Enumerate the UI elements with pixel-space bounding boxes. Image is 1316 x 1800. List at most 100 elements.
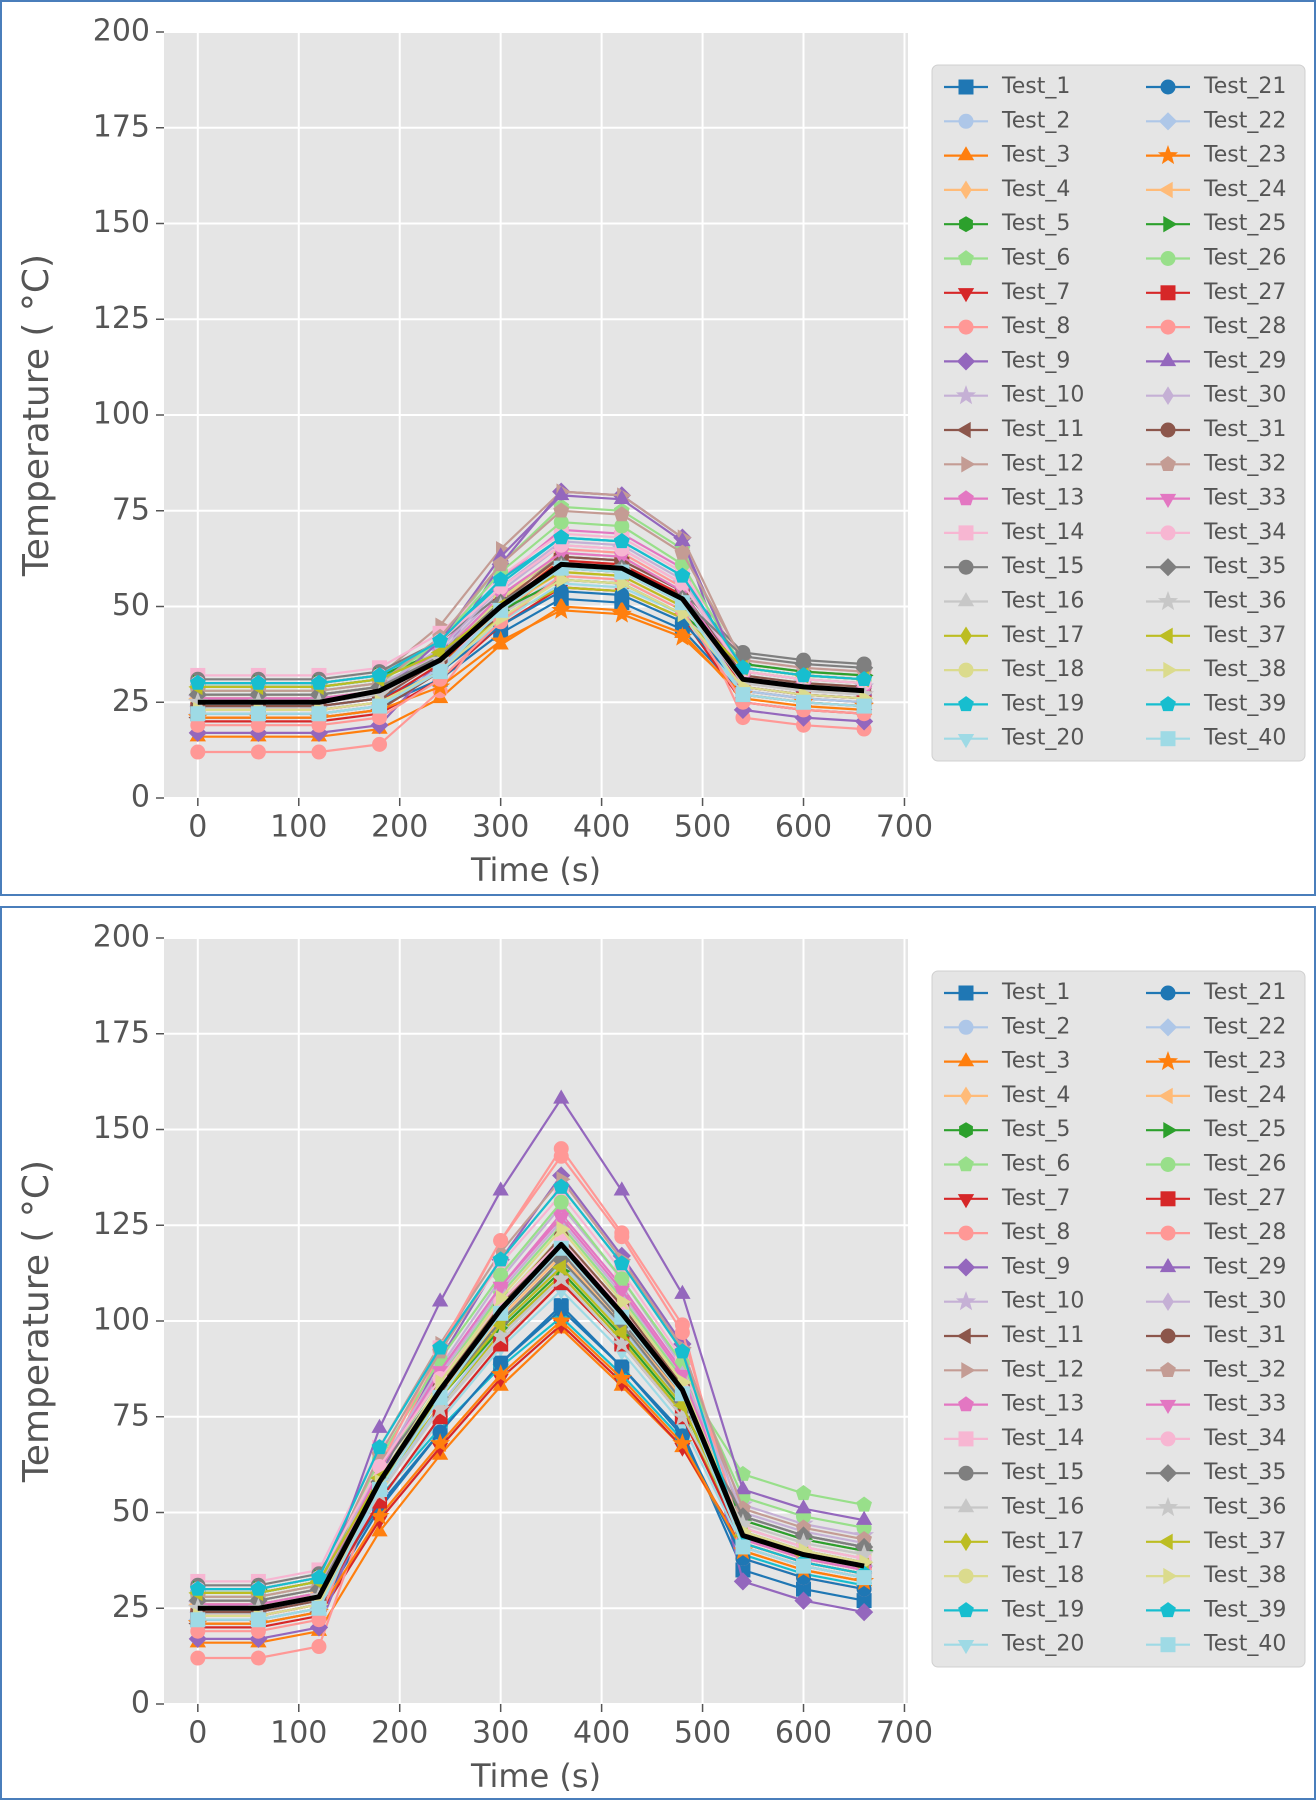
marker — [959, 216, 973, 233]
marker — [189, 1580, 206, 1596]
legend-label: Test_13 — [1001, 486, 1084, 511]
marker — [955, 385, 977, 405]
marker — [250, 674, 267, 690]
marker — [371, 1439, 388, 1455]
marker — [672, 626, 693, 646]
marker — [617, 575, 632, 592]
marker — [492, 1251, 509, 1267]
legend-label: Test_20 — [1001, 1632, 1084, 1657]
marker — [311, 674, 327, 690]
marker — [1160, 985, 1176, 1001]
marker — [553, 1194, 569, 1210]
y-tick-label: 100 — [93, 397, 150, 432]
x-tick-label: 700 — [876, 1716, 933, 1751]
marker — [189, 674, 206, 690]
marker — [1160, 285, 1176, 301]
marker — [1160, 422, 1176, 438]
marker — [431, 1292, 449, 1307]
legend-label: Test_32 — [1203, 451, 1286, 476]
y-tick-label: 175 — [93, 109, 150, 144]
marker — [1163, 216, 1178, 233]
legend-label: Test_40 — [1203, 726, 1286, 751]
series-line — [197, 1241, 865, 1611]
marker — [1160, 1328, 1176, 1344]
x-tick-label: 500 — [674, 1716, 731, 1751]
marker — [961, 1362, 976, 1379]
y-tick-label: 175 — [93, 1015, 150, 1050]
series-line — [197, 555, 865, 708]
legend-label: Test_25 — [1203, 1117, 1286, 1142]
marker — [190, 744, 206, 760]
marker — [1159, 493, 1177, 508]
legend-label: Test_16 — [1001, 1495, 1084, 1520]
legend-label: Test_26 — [1203, 246, 1286, 271]
marker — [1158, 1018, 1178, 1037]
x-tick-label: 100 — [270, 1716, 327, 1751]
marker — [956, 421, 971, 439]
marker — [957, 146, 975, 161]
x-tick-label: 0 — [188, 1716, 207, 1751]
legend-label: Test_2 — [1001, 1014, 1070, 1039]
marker — [677, 606, 692, 623]
marker — [957, 288, 975, 303]
legend-label: Test_7 — [1001, 1186, 1070, 1211]
x-axis-label: Time (s) — [470, 1757, 601, 1795]
marker — [958, 559, 974, 575]
legend-label: Test_23 — [1203, 143, 1286, 168]
legend-label: Test_18 — [1001, 1563, 1084, 1588]
marker — [958, 1156, 974, 1172]
legend-label: Test_23 — [1203, 1049, 1286, 1074]
marker — [1163, 1567, 1178, 1585]
marker — [1163, 661, 1178, 679]
marker — [490, 630, 511, 650]
legend-label: Test_8 — [1001, 314, 1070, 339]
series-line — [197, 536, 865, 685]
marker — [795, 1499, 812, 1514]
legend-label: Test_19 — [1001, 691, 1084, 716]
y-tick-label: 200 — [93, 14, 150, 49]
marker — [551, 1310, 572, 1330]
y-tick-label: 50 — [112, 588, 150, 623]
marker — [250, 744, 266, 760]
legend-label: Test_15 — [1001, 554, 1084, 579]
legend-label: Test_8 — [1001, 1220, 1070, 1245]
series-line — [197, 1258, 865, 1602]
marker — [1160, 79, 1176, 95]
y-tick-label: 125 — [93, 1207, 150, 1242]
legend-label: Test_28 — [1203, 1220, 1286, 1245]
legend-label: Test_12 — [1001, 1357, 1084, 1382]
marker — [613, 1181, 630, 1196]
marker — [613, 533, 630, 549]
marker — [958, 1568, 974, 1584]
legend-label: Test_1 — [1001, 980, 1070, 1005]
marker — [674, 544, 691, 560]
marker — [855, 1510, 873, 1525]
legend-label: Test_6 — [1001, 246, 1070, 271]
legend-label: Test_34 — [1203, 520, 1286, 545]
marker — [1158, 627, 1173, 644]
legend-label: Test_21 — [1203, 980, 1286, 1005]
marker — [611, 1367, 632, 1387]
marker — [1162, 386, 1174, 406]
marker — [957, 1640, 975, 1655]
marker — [613, 1285, 630, 1300]
marker — [1157, 1496, 1179, 1517]
marker — [856, 670, 872, 686]
legend-label: Test_21 — [1203, 74, 1286, 99]
marker — [672, 1406, 693, 1426]
marker — [795, 667, 812, 683]
legend-label: Test_12 — [1001, 451, 1084, 476]
legend-label: Test_28 — [1203, 314, 1286, 339]
legend-label: Test_25 — [1203, 211, 1286, 236]
chart: 0 25 50 75 100 125 150 175 200 0 100 200 300 400 500 60… — [16, 14, 1306, 889]
marker — [957, 1052, 975, 1067]
marker — [553, 1212, 570, 1228]
y-tick-label: 200 — [93, 920, 150, 955]
legend-label: Test_1 — [1001, 74, 1070, 99]
series-line — [197, 578, 865, 711]
x-tick-label: 600 — [775, 1716, 832, 1751]
marker — [1159, 352, 1177, 367]
marker — [614, 1229, 630, 1245]
x-tick-label: 400 — [573, 810, 630, 845]
legend-label: Test_9 — [1001, 1254, 1070, 1279]
